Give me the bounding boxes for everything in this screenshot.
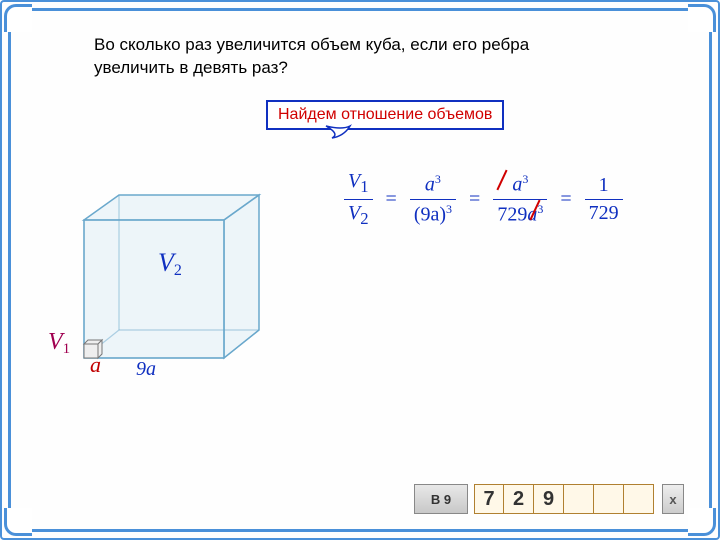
frame-corner [688, 508, 716, 536]
volume-ratio-formula: V1 V2 = a3 (9a)3 = a3 729a3 = 1 729 [340, 170, 627, 229]
answer-cell[interactable]: 9 [534, 484, 564, 514]
question-text: Во сколько раз увеличится объем куба, ес… [94, 34, 614, 80]
label-v1: V1 [48, 329, 70, 358]
frame-corner [4, 508, 32, 536]
label-v2: V2 [158, 248, 182, 280]
answer-cell[interactable] [564, 484, 594, 514]
hint-callout-tail [316, 124, 376, 148]
answer-cell[interactable] [624, 484, 654, 514]
frame-corner [688, 4, 716, 32]
cube-diagram [54, 190, 284, 410]
answer-label: В 9 [414, 484, 468, 514]
clear-button[interactable]: х [662, 484, 684, 514]
answer-cell[interactable]: 7 [474, 484, 504, 514]
frame-corner [4, 4, 32, 32]
answer-cell[interactable]: 2 [504, 484, 534, 514]
label-9a: 9a [136, 358, 156, 381]
answer-strip: В 9 7 2 9 х [414, 484, 684, 514]
label-a: a [90, 352, 101, 378]
answer-cell[interactable] [594, 484, 624, 514]
hint-box: Найдем отношение объемов [266, 100, 504, 130]
